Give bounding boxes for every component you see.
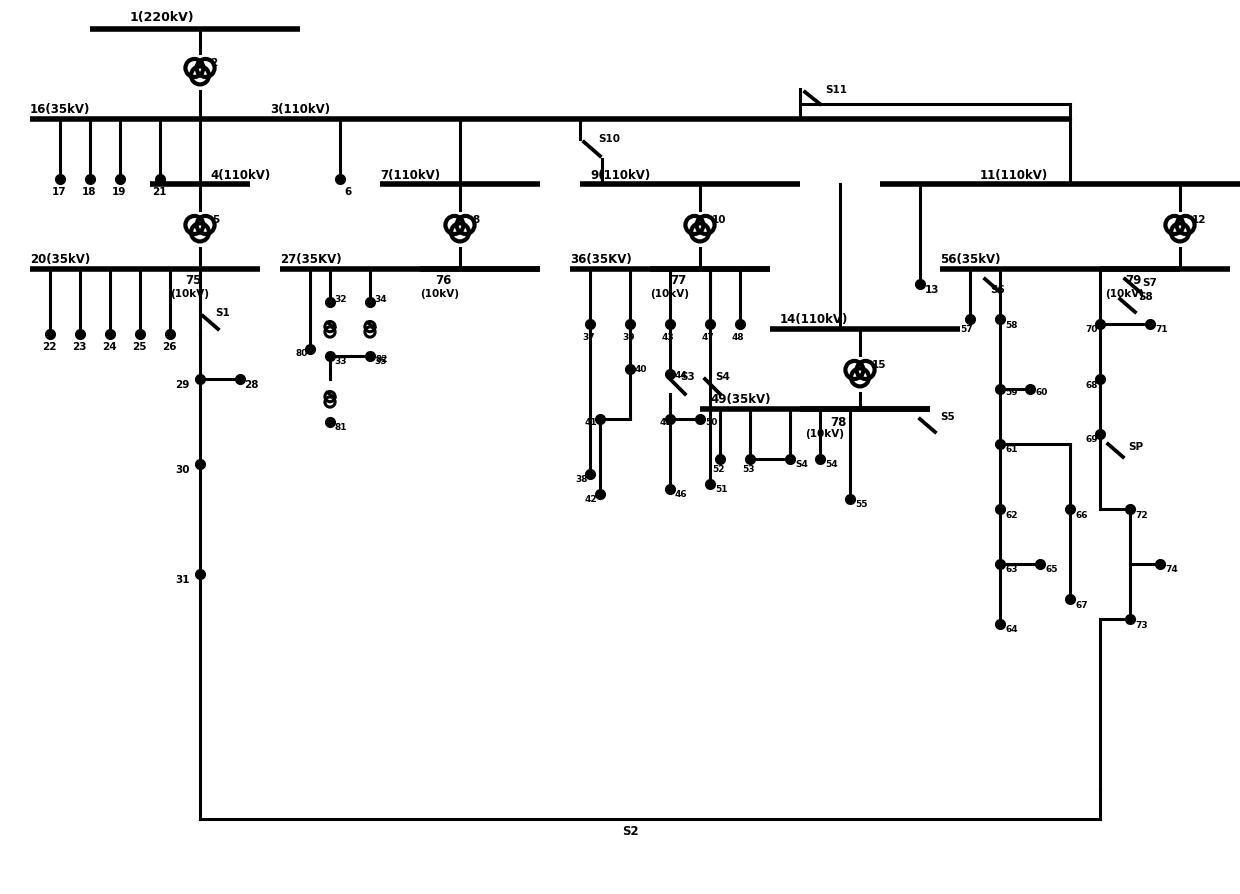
Text: 21: 21 xyxy=(153,187,166,197)
Text: 7(110kV): 7(110kV) xyxy=(379,168,440,181)
Text: 82: 82 xyxy=(374,355,388,364)
Text: 44: 44 xyxy=(675,370,688,379)
Text: S5: S5 xyxy=(940,411,955,422)
Text: 37: 37 xyxy=(582,333,595,342)
Text: 30: 30 xyxy=(175,465,190,475)
Text: 47: 47 xyxy=(702,333,714,342)
Text: 19: 19 xyxy=(112,187,126,197)
Text: 2: 2 xyxy=(210,58,217,68)
Text: 24: 24 xyxy=(102,342,117,351)
Text: 54: 54 xyxy=(825,460,838,469)
Text: 34: 34 xyxy=(374,294,387,303)
Text: 3(110kV): 3(110kV) xyxy=(270,103,330,115)
Text: 63: 63 xyxy=(1004,565,1018,574)
Text: 49(35kV): 49(35kV) xyxy=(711,393,770,406)
Text: 23: 23 xyxy=(72,342,87,351)
Text: 15: 15 xyxy=(872,359,887,369)
Text: 51: 51 xyxy=(715,485,728,494)
Text: 41: 41 xyxy=(585,418,598,427)
Text: 71: 71 xyxy=(1154,325,1168,334)
Text: S4: S4 xyxy=(715,372,730,382)
Text: 25: 25 xyxy=(131,342,146,351)
Text: S3: S3 xyxy=(680,372,694,382)
Text: 60: 60 xyxy=(1035,388,1048,397)
Text: 4(110kV): 4(110kV) xyxy=(210,168,270,181)
Text: 75: 75 xyxy=(185,274,201,287)
Text: 80: 80 xyxy=(295,348,308,357)
Text: (10kV): (10kV) xyxy=(650,289,689,299)
Text: S8: S8 xyxy=(1138,291,1153,301)
Text: 73: 73 xyxy=(1135,620,1148,628)
Text: 33: 33 xyxy=(334,357,346,366)
Text: 10: 10 xyxy=(712,215,727,224)
Text: 69: 69 xyxy=(1085,435,1097,444)
Text: 42: 42 xyxy=(585,495,598,504)
Text: 70: 70 xyxy=(1085,325,1097,334)
Text: 1(220kV): 1(220kV) xyxy=(130,11,195,23)
Text: 40: 40 xyxy=(635,365,647,374)
Text: 76: 76 xyxy=(435,274,451,287)
Text: S1: S1 xyxy=(215,308,229,317)
Text: 46: 46 xyxy=(675,490,688,499)
Text: (10kV): (10kV) xyxy=(420,289,459,299)
Text: 45: 45 xyxy=(660,418,672,427)
Text: 61: 61 xyxy=(1004,445,1018,454)
Text: SP: SP xyxy=(1128,442,1143,451)
Text: 55: 55 xyxy=(856,500,868,509)
Text: S11: S11 xyxy=(825,85,847,95)
Text: 16(35kV): 16(35kV) xyxy=(30,103,91,115)
Text: 81: 81 xyxy=(334,423,346,432)
Text: 56(35kV): 56(35kV) xyxy=(940,253,1001,266)
Text: 18: 18 xyxy=(82,187,97,197)
Text: 22: 22 xyxy=(42,342,57,351)
Text: S4: S4 xyxy=(795,460,808,469)
Text: S2: S2 xyxy=(621,824,639,838)
Text: 17: 17 xyxy=(52,187,67,197)
Text: 53: 53 xyxy=(742,465,754,474)
Text: 38: 38 xyxy=(575,475,588,484)
Text: 36(35KV): 36(35KV) xyxy=(570,253,631,266)
Text: 28: 28 xyxy=(244,380,258,390)
Text: 52: 52 xyxy=(712,465,724,474)
Text: 67: 67 xyxy=(1075,600,1087,609)
Text: 65: 65 xyxy=(1045,565,1058,574)
Text: 64: 64 xyxy=(1004,625,1018,634)
Text: 57: 57 xyxy=(960,325,972,334)
Text: 62: 62 xyxy=(1004,510,1018,519)
Text: 66: 66 xyxy=(1075,510,1087,519)
Text: S6: S6 xyxy=(990,284,1004,295)
Text: 31: 31 xyxy=(175,574,190,585)
Text: 50: 50 xyxy=(706,418,718,427)
Text: 12: 12 xyxy=(1192,215,1207,224)
Text: (10kV): (10kV) xyxy=(170,289,210,299)
Text: 29: 29 xyxy=(175,380,190,390)
Text: 48: 48 xyxy=(732,333,745,342)
Text: 35: 35 xyxy=(374,357,387,366)
Text: 78: 78 xyxy=(830,415,847,428)
Text: S10: S10 xyxy=(598,134,620,144)
Text: 6: 6 xyxy=(343,187,351,197)
Text: 58: 58 xyxy=(1004,320,1018,329)
Text: (10kV): (10kV) xyxy=(805,428,844,439)
Text: 72: 72 xyxy=(1135,510,1148,519)
Text: (10kV): (10kV) xyxy=(1105,289,1145,299)
Text: 27(35KV): 27(35KV) xyxy=(280,253,342,266)
Text: 32: 32 xyxy=(334,294,346,303)
Text: 14(110kV): 14(110kV) xyxy=(780,313,848,326)
Text: 43: 43 xyxy=(662,333,675,342)
Text: 74: 74 xyxy=(1166,565,1178,574)
Text: 77: 77 xyxy=(670,274,686,287)
Text: 11(110kV): 11(110kV) xyxy=(980,168,1048,181)
Text: 8: 8 xyxy=(472,215,479,224)
Text: 68: 68 xyxy=(1085,380,1097,389)
Text: 13: 13 xyxy=(925,284,940,295)
Text: 59: 59 xyxy=(1004,388,1018,397)
Text: 5: 5 xyxy=(212,215,219,224)
Text: 26: 26 xyxy=(162,342,176,351)
Text: 79: 79 xyxy=(1125,274,1141,287)
Text: 20(35kV): 20(35kV) xyxy=(30,253,91,266)
Text: 39: 39 xyxy=(622,333,635,342)
Text: S7: S7 xyxy=(1142,278,1157,288)
Text: 9(110kV): 9(110kV) xyxy=(590,168,650,181)
